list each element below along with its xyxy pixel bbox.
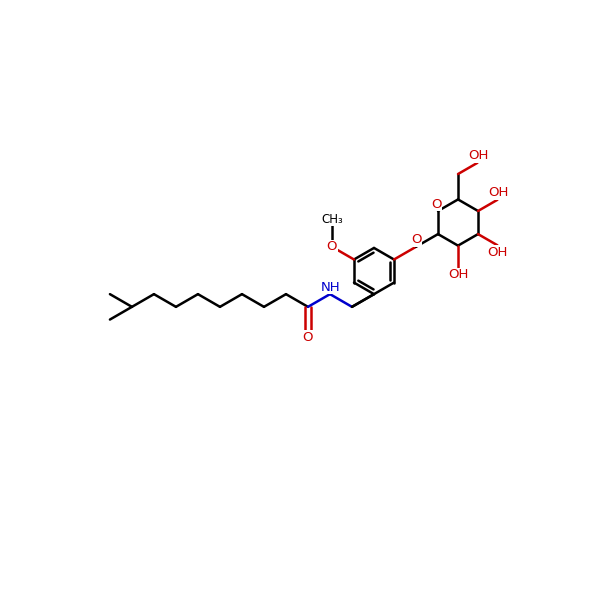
Text: NH: NH xyxy=(321,281,341,294)
Text: OH: OH xyxy=(448,268,468,281)
Text: OH: OH xyxy=(487,245,508,259)
Text: O: O xyxy=(431,197,442,211)
Text: O: O xyxy=(411,233,421,247)
Text: O: O xyxy=(327,240,337,253)
Text: CH₃: CH₃ xyxy=(321,212,343,226)
Text: O: O xyxy=(303,331,313,344)
Text: OH: OH xyxy=(469,149,489,163)
Text: OH: OH xyxy=(489,187,509,199)
